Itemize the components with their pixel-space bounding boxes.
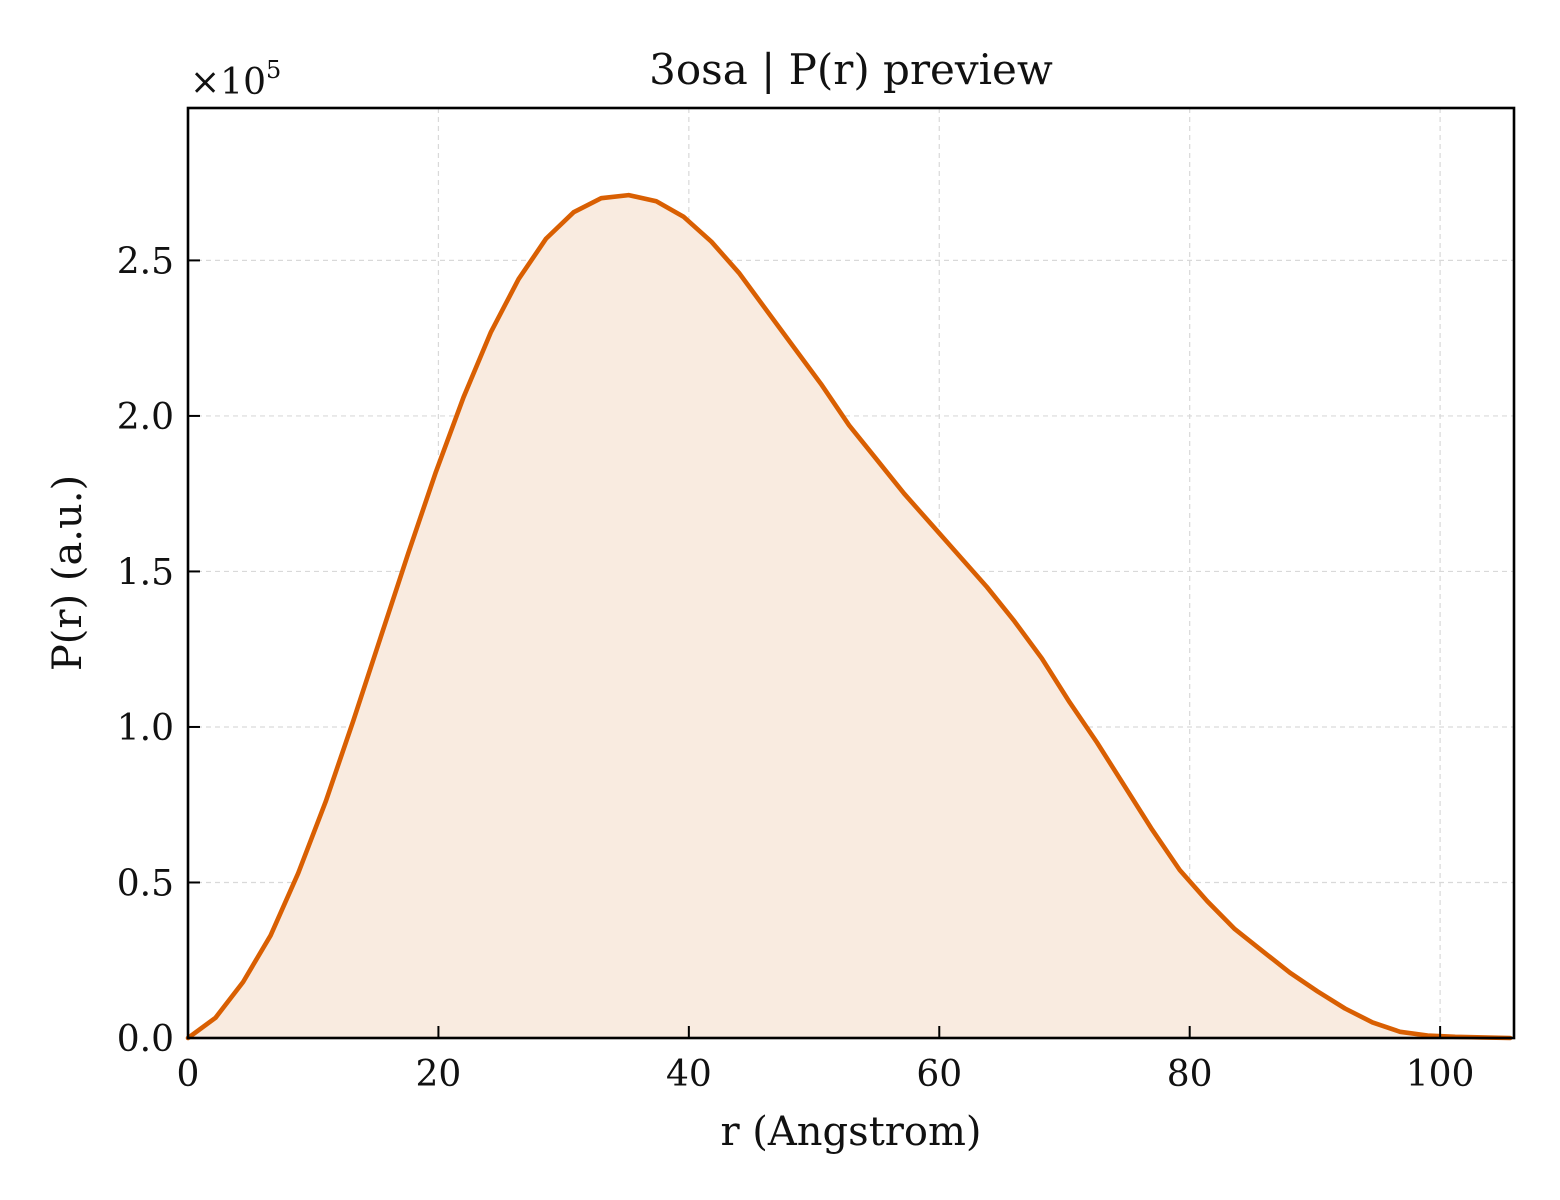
x-tick-label: 80 <box>1167 1054 1213 1095</box>
y-tick-label: 2.0 <box>117 397 174 438</box>
area-fill <box>188 195 1511 1039</box>
y-axis-label: P(r) (a.u.) <box>45 475 91 671</box>
y-tick-label: 2.5 <box>117 241 174 282</box>
x-tick-label: 100 <box>1406 1054 1475 1095</box>
y-multiplier-label: ×105 <box>190 56 281 103</box>
chart-title: 3osa | P(r) preview <box>649 45 1053 94</box>
y-tick-label: 1.0 <box>117 708 174 749</box>
axis-ticks: 0 20 40 60 80 100 0.0 0.5 1.0 1.5 2.0 2.5 <box>117 241 1475 1095</box>
x-tick-label: 20 <box>416 1054 462 1095</box>
series-line-group <box>185 192 1513 1041</box>
x-tick-label: 60 <box>916 1054 962 1095</box>
series-line <box>185 192 1513 1041</box>
y-multiplier-base: ×10 <box>190 62 266 103</box>
x-axis-label: r (Angstrom) <box>720 1109 981 1155</box>
plot-frame <box>186 106 1516 1040</box>
x-tick-label: 0 <box>177 1054 200 1095</box>
y-tick-label: 1.5 <box>117 552 174 593</box>
x-tick-label: 40 <box>666 1054 712 1095</box>
y-tick-label: 0.5 <box>117 863 174 904</box>
y-multiplier-exponent: 5 <box>266 56 281 84</box>
area-fill-group <box>188 195 1511 1039</box>
y-tick-label: 0.0 <box>117 1019 174 1060</box>
